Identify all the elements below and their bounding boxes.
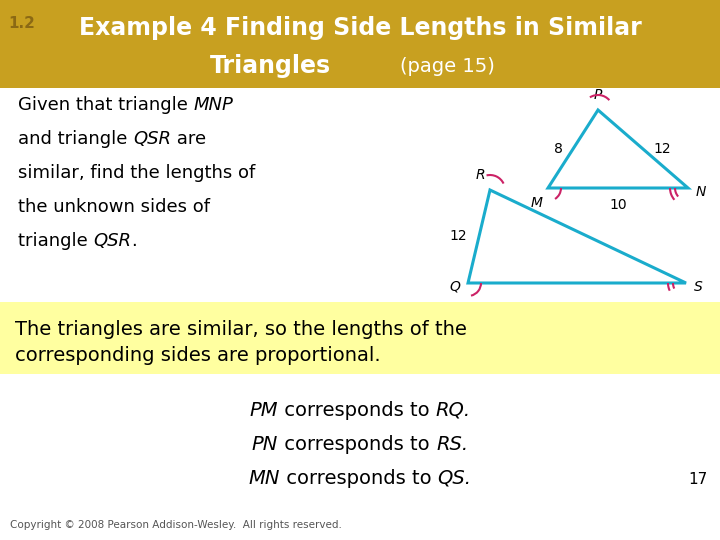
Text: corresponds to: corresponds to [278,435,436,455]
Text: R: R [475,168,485,182]
Bar [0,0,720,88]
Text: The triangles are similar, so the lengths of the: The triangles are similar, so the length… [15,320,467,339]
Text: corresponds to: corresponds to [278,401,436,420]
Text: (page 15): (page 15) [400,57,495,76]
Text: 12: 12 [449,230,467,244]
Text: .: . [132,232,138,250]
Text: QSR: QSR [133,130,171,148]
Text: corresponds to: corresponds to [280,469,438,488]
Text: QS.: QS. [438,469,472,488]
Text: 17: 17 [689,472,708,488]
Text: RS.: RS. [436,435,468,455]
Text: M: M [531,196,543,210]
Text: PN: PN [252,435,278,455]
Text: Copyright © 2008 Pearson Addison-Wesley.  All rights reserved.: Copyright © 2008 Pearson Addison-Wesley.… [10,520,342,530]
Text: PM: PM [249,401,278,420]
Text: 1.2: 1.2 [8,17,35,31]
Text: and triangle: and triangle [18,130,133,148]
Text: RQ.: RQ. [436,401,471,420]
Text: N: N [696,185,706,199]
Text: corresponding sides are proportional.: corresponding sides are proportional. [15,346,381,365]
Text: QSR: QSR [94,232,132,250]
Text: MNP: MNP [194,96,233,114]
Text: Given that triangle: Given that triangle [18,96,194,114]
Text: are: are [171,130,206,148]
Text: similar, find the lengths of: similar, find the lengths of [18,164,256,182]
Text: Q: Q [449,280,460,294]
Text: MN: MN [248,469,280,488]
Text: Example 4 Finding Side Lengths in Similar: Example 4 Finding Side Lengths in Simila… [78,16,642,40]
Text: 10: 10 [609,198,627,212]
Text: triangle: triangle [18,232,94,250]
Text: P: P [594,88,602,102]
Bar [0,302,720,374]
Text: the unknown sides of: the unknown sides of [18,198,210,216]
Text: 8: 8 [554,142,563,156]
Text: S: S [694,280,703,294]
Text: Triangles: Triangles [210,54,330,78]
Text: 12: 12 [653,142,670,156]
